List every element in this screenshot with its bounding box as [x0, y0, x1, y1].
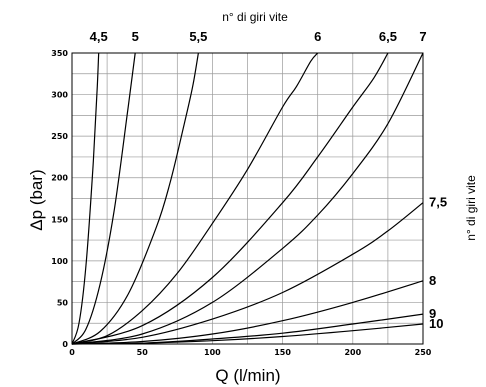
tick-labels: 0 50 100 150 200 250 0 50 100 150 200 250 300 350 [51, 49, 431, 357]
y-axis-title: Δp (bar) [27, 169, 46, 230]
y-tick-label: 150 [51, 215, 68, 224]
y-tick-label: 250 [51, 132, 68, 141]
grid [72, 53, 423, 344]
x-axis-title: Q (l/min) [215, 366, 280, 385]
top-axis-title: n° di giri vite [222, 10, 288, 24]
x-tick-label: 200 [344, 348, 361, 357]
x-tick-label: 250 [415, 348, 432, 357]
curve-6-5-turns [71, 52, 389, 345]
curves [71, 52, 424, 345]
turn-label: 6,5 [379, 29, 397, 44]
turn-label: 8 [429, 273, 436, 288]
right-axis-title: n° di giri vite [464, 175, 478, 241]
turn-label: 7,5 [429, 195, 447, 210]
y-tick-label: 300 [51, 91, 68, 100]
x-tick-label: 50 [137, 348, 149, 357]
y-tick-label: 100 [51, 257, 68, 266]
x-tick-label: 0 [69, 348, 75, 357]
curve-7-5-turns [71, 202, 424, 345]
turn-label: 10 [429, 316, 443, 331]
turn-label: 5 [132, 29, 139, 44]
curve-8-turns [71, 280, 424, 345]
y-tick-label: 350 [51, 49, 68, 58]
plot-frame [71, 52, 424, 345]
x-tick-label: 100 [204, 348, 221, 357]
y-tick-label: 0 [62, 340, 68, 349]
turn-label: 6 [314, 29, 321, 44]
turn-label: 4,5 [90, 29, 108, 44]
turn-labels: 4,5 5 5,5 6 6,5 7 7,5 8 910 [90, 29, 447, 331]
curve-5-5-turns [71, 52, 199, 345]
x-tick-label: 150 [274, 348, 291, 357]
y-tick-label: 50 [57, 298, 69, 307]
curve-10-turns [71, 323, 424, 345]
curve-6-turns [71, 52, 319, 345]
turn-label: 9 [429, 306, 436, 321]
turn-label: 7 [419, 29, 426, 44]
curve-7-turns [71, 52, 424, 345]
curve-4-5-turns [71, 52, 100, 345]
turn-label: 5,5 [189, 29, 207, 44]
curve-5-turns [71, 52, 136, 345]
y-tick-label: 200 [51, 174, 68, 183]
